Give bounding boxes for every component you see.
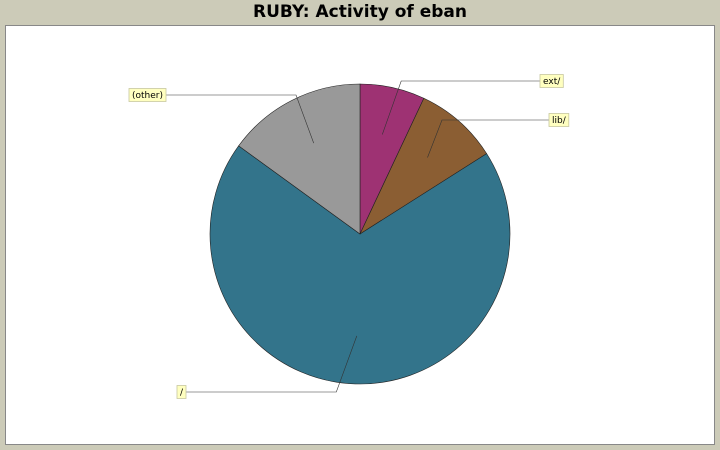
slice-label-text-0: ext/ xyxy=(543,77,561,87)
slice-label-text-2: / xyxy=(180,388,184,398)
slice-label-1: lib/ xyxy=(548,113,570,127)
slice-label-0: ext/ xyxy=(539,74,564,88)
pie-slice-3 xyxy=(238,83,361,235)
slice-label-box-3 xyxy=(128,88,167,102)
slice-label-2: / xyxy=(176,385,187,399)
slice-label-box-2 xyxy=(176,385,187,399)
leader-line-2 xyxy=(186,335,358,393)
slice-label-text-3: (other) xyxy=(132,91,163,101)
leader-line-3 xyxy=(166,94,314,144)
chart-title: RUBY: Activity of eban xyxy=(253,2,467,22)
pie-slice-2 xyxy=(209,145,511,385)
leader-line-0 xyxy=(382,80,540,135)
pie-labels: ext/lib/ / (other) xyxy=(128,74,570,399)
slice-label-text-1: lib/ xyxy=(552,116,567,126)
pie-slices xyxy=(209,83,511,385)
slice-label-box-0 xyxy=(539,74,564,88)
pie-slice-1 xyxy=(359,97,488,235)
leader-line-1 xyxy=(427,119,549,158)
slice-label-box-1 xyxy=(548,113,570,127)
slice-label-3: (other) xyxy=(128,88,167,102)
